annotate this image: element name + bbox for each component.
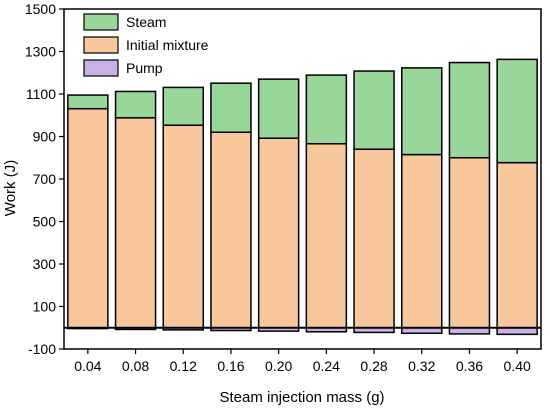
bar-initial-mixture [67,107,109,329]
bars-layer [67,58,538,336]
y-tick-layer: -100 100 300 500 700 900 1100 1300 1500 [25,1,64,357]
bar-steam [353,70,395,150]
bar-steam [114,90,157,119]
x-tick-label: 0.16 [217,358,244,374]
legend-label: Pump [126,60,163,76]
y-tick-label: 300 [33,256,57,272]
bar-initial-mixture [353,148,395,329]
bar-initial-mixture [257,137,300,329]
y-tick-label: 1100 [26,86,56,102]
y-tick-label: 1300 [25,44,56,60]
bar-initial-mixture [210,131,252,329]
bar-steam [305,74,348,145]
bar-initial-mixture [496,161,538,329]
bar-steam [210,82,252,133]
bar-steam [401,67,443,156]
y-tick-label: 500 [33,214,57,230]
bar-steam [496,58,538,164]
bar-steam [67,94,109,110]
bar-initial-mixture [401,153,443,329]
legend: Steam Initial mixture Pump [83,13,209,77]
y-tick-label: 1500 [25,1,56,17]
bar-initial-mixture [305,142,348,329]
bar-steam [162,86,204,126]
x-tick-label: 0.20 [265,358,292,374]
x-axis-title: Steam injection mass (g) [219,389,384,406]
legend-swatch [83,13,119,31]
y-tick-label: 900 [33,129,57,145]
x-tick-label: 0.04 [74,358,101,374]
legend-swatch [83,36,119,54]
bar-initial-mixture [114,117,157,329]
bar-initial-mixture [162,124,204,329]
y-axis-title: Work (J) [2,160,19,216]
x-tick-label: 0.28 [360,358,387,374]
x-tick-label: 0.40 [504,358,531,374]
x-tick-label: 0.32 [408,358,435,374]
x-tick-layer: 0.04 0.08 0.12 0.16 0.20 0.24 0.28 0.32 0.36 0.40 [74,349,531,374]
legend-label: Steam [126,14,166,30]
bar-steam [257,78,300,139]
x-tick-label: 0.12 [170,358,197,374]
legend-label: Initial mixture [126,37,209,53]
y-tick-label: 100 [33,299,57,315]
bar-steam [448,61,491,159]
y-tick-label: -100 [28,341,56,357]
plot-frame [63,8,542,350]
legend-swatch [83,59,119,77]
y-tick-label: 700 [33,171,57,187]
x-tick-label: 0.08 [122,358,149,374]
x-tick-label: 0.24 [313,358,340,374]
bar-initial-mixture [448,157,491,329]
x-tick-label: 0.36 [456,358,483,374]
